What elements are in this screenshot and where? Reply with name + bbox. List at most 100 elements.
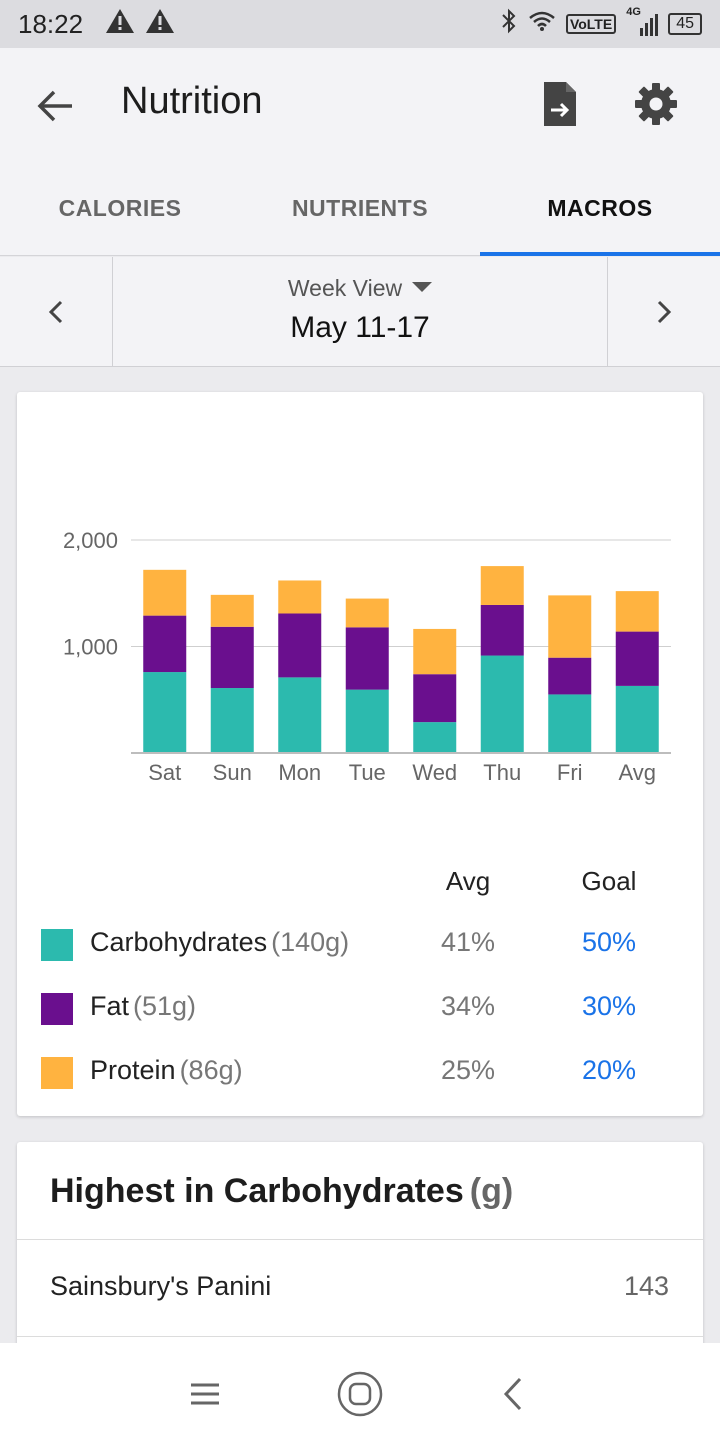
bar-carbohydrates-fri[interactable] [548, 694, 592, 753]
file-export-icon [544, 82, 576, 126]
view-mode-label: Week View [287, 275, 403, 301]
macro-goal-link[interactable]: 30% [581, 991, 637, 1021]
y-tick-label: 1,000 [63, 635, 118, 660]
x-tick-label: Sat [148, 760, 181, 785]
x-tick-label: Tue [349, 760, 386, 785]
divider [17, 1239, 703, 1240]
wifi-icon [528, 10, 556, 38]
chevron-left-icon [48, 300, 63, 324]
food-value: 143 [623, 1271, 669, 1301]
macro-row-protein: Protein (86g) 25% 20% [17, 1048, 703, 1098]
export-button[interactable] [536, 80, 584, 128]
x-tick-label: Mon [278, 760, 321, 785]
bar-protein-avg[interactable] [615, 591, 659, 632]
next-week-button[interactable] [607, 257, 720, 367]
x-tick-label: Thu [483, 760, 521, 785]
bar-fat-sat[interactable] [143, 615, 187, 673]
y-tick-label: 2,000 [63, 528, 118, 553]
bar-carbohydrates-mon[interactable] [278, 677, 322, 753]
bar-protein-thu[interactable] [480, 566, 524, 605]
active-tab-indicator [480, 252, 720, 256]
bar-protein-sun[interactable] [210, 594, 254, 627]
home-button[interactable] [335, 1369, 385, 1419]
food-name: Sainsbury's Panini [50, 1271, 272, 1301]
date-navigator: Week View May 11-17 [0, 257, 720, 367]
tab-nutrients[interactable]: NUTRIENTS [291, 194, 429, 221]
network-type-label: 4G [626, 6, 641, 18]
bar-carbohydrates-sun[interactable] [210, 688, 254, 753]
bar-protein-sat[interactable] [143, 569, 187, 616]
tab-calories[interactable]: CALORIES [58, 194, 182, 221]
highest-title: Highest in Carbohydrates (g) [50, 1172, 513, 1211]
protein-swatch [41, 1057, 73, 1089]
macro-goal-link[interactable]: 50% [581, 927, 637, 957]
bar-protein-wed[interactable] [413, 628, 457, 675]
macro-label: Protein (86g) [90, 1055, 243, 1086]
status-time: 18:22 [18, 8, 84, 39]
macro-label: Fat (51g) [90, 991, 196, 1022]
macro-avg: 25% [440, 1055, 496, 1085]
macros-chart-card: 1,000 2,000 Sat Sun Mon Tue Wed Thu Fri Avg Avg G… [17, 392, 703, 1116]
macro-label: Carbohydrates (140g) [90, 927, 349, 958]
warning-icon [105, 7, 135, 42]
tab-macros[interactable]: MACROS [547, 194, 653, 221]
bar-carbohydrates-tue[interactable] [345, 689, 389, 753]
bar-fat-fri[interactable] [548, 657, 592, 695]
bar-protein-fri[interactable] [548, 595, 592, 658]
food-list-item[interactable]: Sainsbury's Panini 143 [17, 1240, 703, 1337]
bar-fat-tue[interactable] [345, 627, 389, 690]
macro-name: Fat [90, 991, 130, 1021]
bar-fat-sun[interactable] [210, 626, 254, 689]
app-bar: Nutrition [0, 48, 720, 160]
goal-column-header: Goal [581, 866, 637, 896]
macro-grams: (140g) [271, 927, 350, 957]
avg-column-header: Avg [445, 866, 491, 896]
macro-avg: 41% [440, 927, 496, 957]
x-tick-label: Avg [618, 760, 656, 785]
bar-carbohydrates-avg[interactable] [615, 685, 659, 753]
bar-carbohydrates-sat[interactable] [143, 672, 187, 753]
macro-goal-link[interactable]: 20% [581, 1055, 637, 1085]
view-mode-dropdown: Week View [113, 275, 607, 302]
warning-icon [145, 7, 175, 42]
bar-fat-wed[interactable] [413, 674, 457, 723]
macro-grams: (51g) [133, 991, 197, 1021]
arrow-left-icon [37, 90, 72, 122]
bar-carbohydrates-thu[interactable] [480, 655, 524, 753]
bar-fat-mon[interactable] [278, 613, 322, 678]
previous-week-button[interactable] [0, 257, 113, 367]
bluetooth-icon [500, 8, 518, 40]
highest-in-carbohydrates-card: Highest in Carbohydrates (g) Sainsbury's … [17, 1142, 703, 1362]
gear-icon [635, 83, 677, 125]
battery-indicator: 45 [668, 13, 702, 35]
bar-protein-mon[interactable] [278, 580, 322, 614]
macro-row-fat: Fat (51g) 34% 30% [17, 984, 703, 1034]
week-view-selector[interactable]: Week View May 11-17 [113, 257, 607, 367]
x-tick-label: Wed [412, 760, 457, 785]
settings-button[interactable] [632, 80, 680, 128]
tab-bar: CALORIES NUTRIENTS MACROS [0, 160, 720, 256]
system-navigation-bar [0, 1343, 720, 1440]
back-button[interactable] [34, 84, 78, 128]
macros-stacked-bar-chart: 1,000 2,000 Sat Sun Mon Tue Wed Thu Fri Avg [63, 528, 671, 785]
macro-grams: (86g) [179, 1055, 243, 1085]
x-tick-label: Sun [213, 760, 252, 785]
menu-button[interactable] [180, 1369, 230, 1419]
bar-protein-tue[interactable] [345, 598, 389, 628]
carbohydrates-swatch [41, 929, 73, 961]
caret-down-icon [412, 281, 433, 292]
fat-swatch [41, 993, 73, 1025]
system-back-button[interactable] [488, 1369, 538, 1419]
bar-fat-thu[interactable] [480, 604, 524, 656]
macro-name: Carbohydrates [90, 927, 268, 957]
x-tick-label: Fri [557, 760, 583, 785]
macro-name: Protein [90, 1055, 176, 1085]
bar-fat-avg[interactable] [615, 631, 659, 686]
menu-icon [191, 1383, 219, 1405]
status-bar: 18:22 VoLTE 4G 45 [0, 0, 720, 48]
page-title: Nutrition [121, 80, 263, 122]
bar-carbohydrates-wed[interactable] [413, 722, 457, 753]
chevron-right-icon [657, 300, 672, 324]
date-range-label: May 11-17 [290, 311, 430, 344]
highest-title-text: Highest in Carbohydrates [50, 1172, 464, 1210]
